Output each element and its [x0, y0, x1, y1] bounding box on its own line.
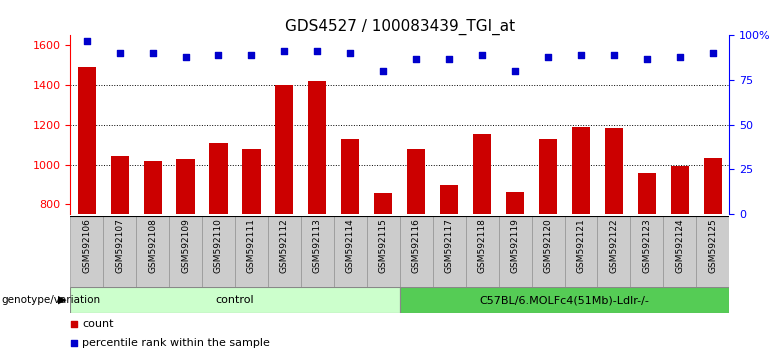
- Bar: [111, 155, 129, 214]
- Point: [640, 56, 653, 62]
- Text: GSM592122: GSM592122: [609, 218, 619, 273]
- Point: [212, 52, 225, 58]
- Text: GSM592119: GSM592119: [511, 218, 519, 273]
- Bar: [70, 216, 103, 287]
- Bar: [638, 173, 656, 214]
- Bar: [605, 128, 623, 214]
- Bar: [103, 216, 136, 287]
- Bar: [433, 216, 466, 287]
- Bar: [532, 216, 565, 287]
- Bar: [704, 158, 722, 214]
- Point: [179, 54, 192, 60]
- Point: [68, 340, 80, 346]
- Bar: [342, 139, 360, 214]
- Text: C57BL/6.MOLFc4(51Mb)-Ldlr-/-: C57BL/6.MOLFc4(51Mb)-Ldlr-/-: [480, 295, 650, 305]
- Bar: [407, 149, 425, 214]
- Bar: [498, 216, 532, 287]
- Bar: [176, 159, 194, 214]
- Bar: [301, 216, 334, 287]
- Bar: [275, 85, 293, 214]
- Bar: [473, 134, 491, 214]
- Bar: [169, 216, 202, 287]
- Text: GSM592110: GSM592110: [214, 218, 223, 273]
- Bar: [202, 216, 235, 287]
- Point: [443, 56, 456, 62]
- Point: [147, 50, 159, 56]
- Bar: [243, 149, 261, 214]
- Point: [80, 38, 93, 44]
- Point: [245, 52, 257, 58]
- Point: [278, 48, 291, 54]
- Text: GSM592108: GSM592108: [148, 218, 157, 273]
- Point: [377, 68, 389, 74]
- Bar: [268, 216, 301, 287]
- Point: [542, 54, 555, 60]
- Title: GDS4527 / 100083439_TGI_at: GDS4527 / 100083439_TGI_at: [285, 19, 515, 35]
- Text: GSM592118: GSM592118: [477, 218, 487, 273]
- Bar: [136, 216, 169, 287]
- Text: control: control: [215, 295, 254, 305]
- Bar: [144, 161, 161, 214]
- Bar: [630, 216, 664, 287]
- Bar: [235, 216, 268, 287]
- Bar: [308, 81, 326, 214]
- Bar: [697, 216, 729, 287]
- Point: [575, 52, 587, 58]
- Point: [113, 50, 126, 56]
- Text: ▶: ▶: [58, 295, 66, 305]
- Text: GSM592109: GSM592109: [181, 218, 190, 273]
- Text: GSM592114: GSM592114: [346, 218, 355, 273]
- Point: [311, 48, 324, 54]
- Bar: [210, 143, 228, 214]
- Bar: [539, 139, 557, 214]
- Bar: [78, 67, 96, 214]
- Bar: [565, 216, 597, 287]
- Point: [707, 50, 719, 56]
- Point: [608, 52, 620, 58]
- Text: percentile rank within the sample: percentile rank within the sample: [82, 338, 270, 348]
- Text: genotype/variation: genotype/variation: [2, 295, 101, 305]
- Text: GSM592112: GSM592112: [280, 218, 289, 273]
- Text: GSM592111: GSM592111: [247, 218, 256, 273]
- Text: GSM592117: GSM592117: [445, 218, 454, 273]
- Text: GSM592121: GSM592121: [576, 218, 586, 273]
- Text: GSM592107: GSM592107: [115, 218, 124, 273]
- Bar: [597, 216, 630, 287]
- Text: GSM592106: GSM592106: [82, 218, 91, 273]
- Point: [344, 50, 356, 56]
- Bar: [466, 216, 498, 287]
- Text: GSM592120: GSM592120: [544, 218, 552, 273]
- Bar: [506, 192, 524, 214]
- Point: [476, 52, 488, 58]
- Bar: [671, 166, 689, 214]
- Text: GSM592123: GSM592123: [643, 218, 651, 273]
- Point: [410, 56, 423, 62]
- Bar: [367, 216, 400, 287]
- Point: [674, 54, 686, 60]
- Bar: [572, 127, 590, 214]
- Text: count: count: [82, 319, 114, 329]
- Text: GSM592125: GSM592125: [708, 218, 718, 273]
- Text: GSM592113: GSM592113: [313, 218, 322, 273]
- Point: [509, 68, 521, 74]
- Text: GSM592116: GSM592116: [412, 218, 420, 273]
- Bar: [400, 287, 729, 313]
- Bar: [334, 216, 367, 287]
- Text: GSM592124: GSM592124: [675, 218, 684, 273]
- Point: [68, 321, 80, 327]
- Bar: [70, 287, 400, 313]
- Text: GSM592115: GSM592115: [379, 218, 388, 273]
- Bar: [664, 216, 697, 287]
- Bar: [400, 216, 433, 287]
- Bar: [374, 193, 392, 214]
- Bar: [440, 185, 458, 214]
